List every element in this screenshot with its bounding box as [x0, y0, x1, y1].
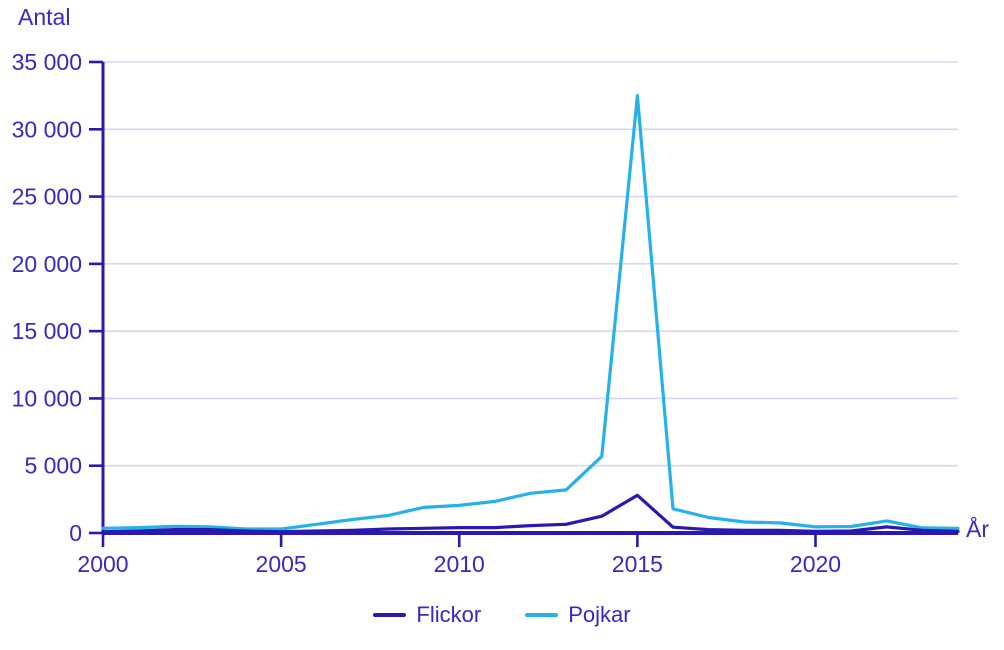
legend-item-pojkar: Pojkar — [525, 602, 631, 628]
y-tick-label: 0 — [69, 520, 82, 546]
y-tick-label: 35 000 — [12, 49, 82, 75]
legend-label-flickor: Flickor — [416, 602, 482, 627]
y-tick-label: 5 000 — [24, 453, 82, 479]
y-tick-label: 20 000 — [12, 251, 82, 277]
flickor-line — [101, 493, 960, 534]
x-tick-label: 2000 — [77, 551, 128, 577]
y-tick-label: 30 000 — [12, 116, 82, 142]
pojkar-line — [101, 93, 960, 531]
legend-swatch-flickor — [373, 613, 407, 617]
legend-label-pojkar: Pojkar — [568, 602, 631, 627]
y-tick-label: 25 000 — [12, 184, 82, 210]
x-axis-title: År — [966, 516, 989, 542]
y-axis-title: Antal — [18, 4, 71, 30]
legend-item-flickor: Flickor — [373, 602, 481, 628]
y-tick-label: 10 000 — [12, 385, 82, 411]
legend-swatch-pojkar — [525, 613, 559, 617]
x-tick-label: 2020 — [790, 551, 841, 577]
chart-legend: Flickor Pojkar — [0, 602, 1004, 628]
x-tick-label: 2010 — [434, 551, 485, 577]
x-tick-label: 2005 — [256, 551, 307, 577]
y-tick-label: 15 000 — [12, 318, 82, 344]
x-tick-label: 2015 — [612, 551, 663, 577]
